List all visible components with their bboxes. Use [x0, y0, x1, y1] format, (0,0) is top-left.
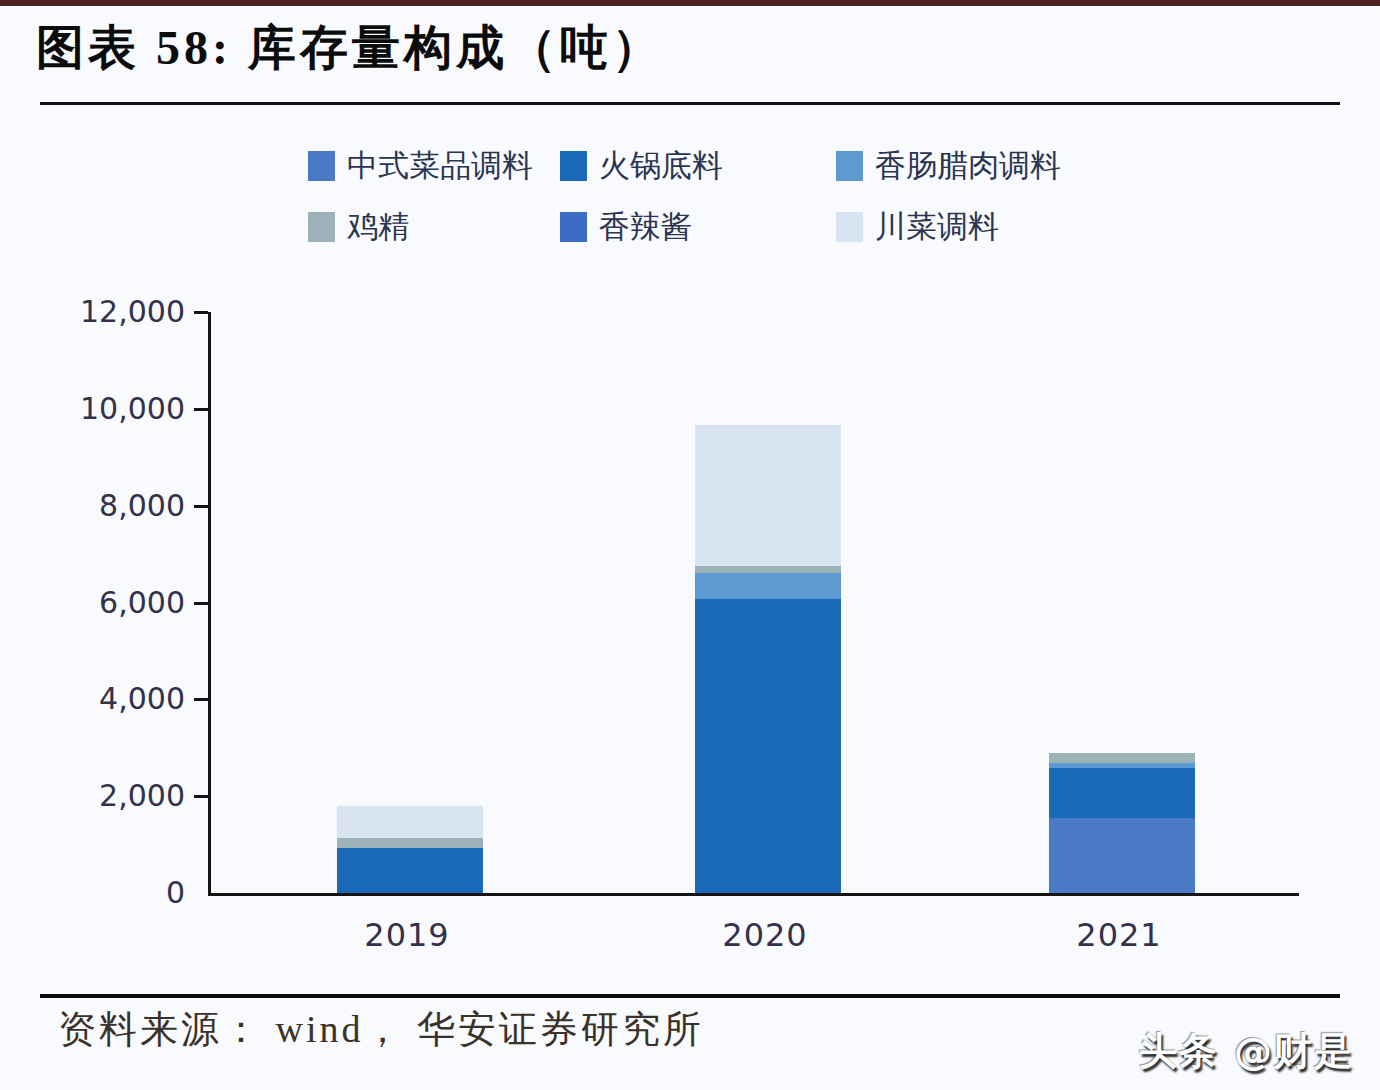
y-axis-tick: [194, 602, 208, 605]
bar-segment: [1049, 753, 1195, 763]
bar-segment: [695, 599, 841, 893]
y-axis-tick: [194, 505, 208, 508]
y-axis-label: 12,000: [25, 294, 185, 330]
bar-group-2020: [695, 312, 841, 893]
legend-swatch-icon: [560, 212, 587, 242]
y-axis-label: 2,000: [25, 778, 185, 814]
legend-item-1: 中式菜品调料: [308, 150, 560, 181]
legend-item-6: 川菜调料: [836, 211, 1166, 242]
legend-item-2: 火锅底料: [560, 150, 836, 181]
y-axis-label: 0: [25, 875, 185, 911]
y-axis-tick: [194, 795, 208, 798]
x-axis-label: 2019: [317, 916, 497, 954]
y-axis-label: 4,000: [25, 681, 185, 717]
bar-group-2021: [1049, 312, 1195, 893]
footer-divider: [40, 994, 1340, 998]
y-axis-label: 10,000: [25, 391, 185, 427]
legend-swatch-icon: [560, 151, 587, 181]
legend-label: 川菜调料: [875, 211, 999, 242]
title-divider: [40, 102, 1340, 105]
chart-legend: 中式菜品调料 火锅底料 香肠腊肉调料鸡精 香辣酱 川菜调料: [308, 150, 1166, 242]
legend-label: 鸡精: [347, 211, 409, 242]
legend-label: 中式菜品调料: [347, 150, 533, 181]
legend-label: 香肠腊肉调料: [875, 150, 1061, 181]
legend-swatch-icon: [308, 151, 335, 181]
chart-title: 图表 58: 库存量构成（吨）: [36, 16, 664, 80]
source-text: 资料来源： wind， 华安证券研究所: [58, 1004, 704, 1055]
bar-segment: [1049, 768, 1195, 818]
y-axis-tick: [194, 311, 208, 314]
bar-segment: [337, 806, 483, 838]
top-border-line: [0, 0, 1380, 6]
y-axis-tick: [194, 408, 208, 411]
bar-segment: [337, 838, 483, 848]
legend-label: 火锅底料: [599, 150, 723, 181]
bar-group-2019: [337, 312, 483, 893]
y-axis-label: 8,000: [25, 488, 185, 524]
legend-swatch-icon: [836, 212, 863, 242]
bar-segment: [1049, 763, 1195, 768]
bar-segment: [695, 573, 841, 598]
legend-swatch-icon: [308, 212, 335, 242]
y-axis-label: 6,000: [25, 585, 185, 621]
report-chart-page: 图表 58: 库存量构成（吨） 中式菜品调料 火锅底料 香肠腊肉调料鸡精 香辣酱 川菜调…: [0, 0, 1380, 1090]
legend-item-3: 香肠腊肉调料: [836, 150, 1166, 181]
plot-area: [208, 312, 1299, 896]
legend-label: 香辣酱: [599, 211, 692, 242]
bar-segment: [695, 566, 841, 574]
x-axis-label: 2020: [675, 916, 855, 954]
x-axis-label: 2021: [1029, 916, 1209, 954]
legend-item-5: 香辣酱: [560, 211, 836, 242]
y-axis-tick: [194, 698, 208, 701]
watermark-text: 头条 @财是: [1139, 1026, 1354, 1077]
bar-segment: [337, 848, 483, 893]
legend-swatch-icon: [836, 151, 863, 181]
legend-item-4: 鸡精: [308, 211, 560, 242]
bar-segment: [695, 425, 841, 565]
bar-segment: [1049, 818, 1195, 893]
